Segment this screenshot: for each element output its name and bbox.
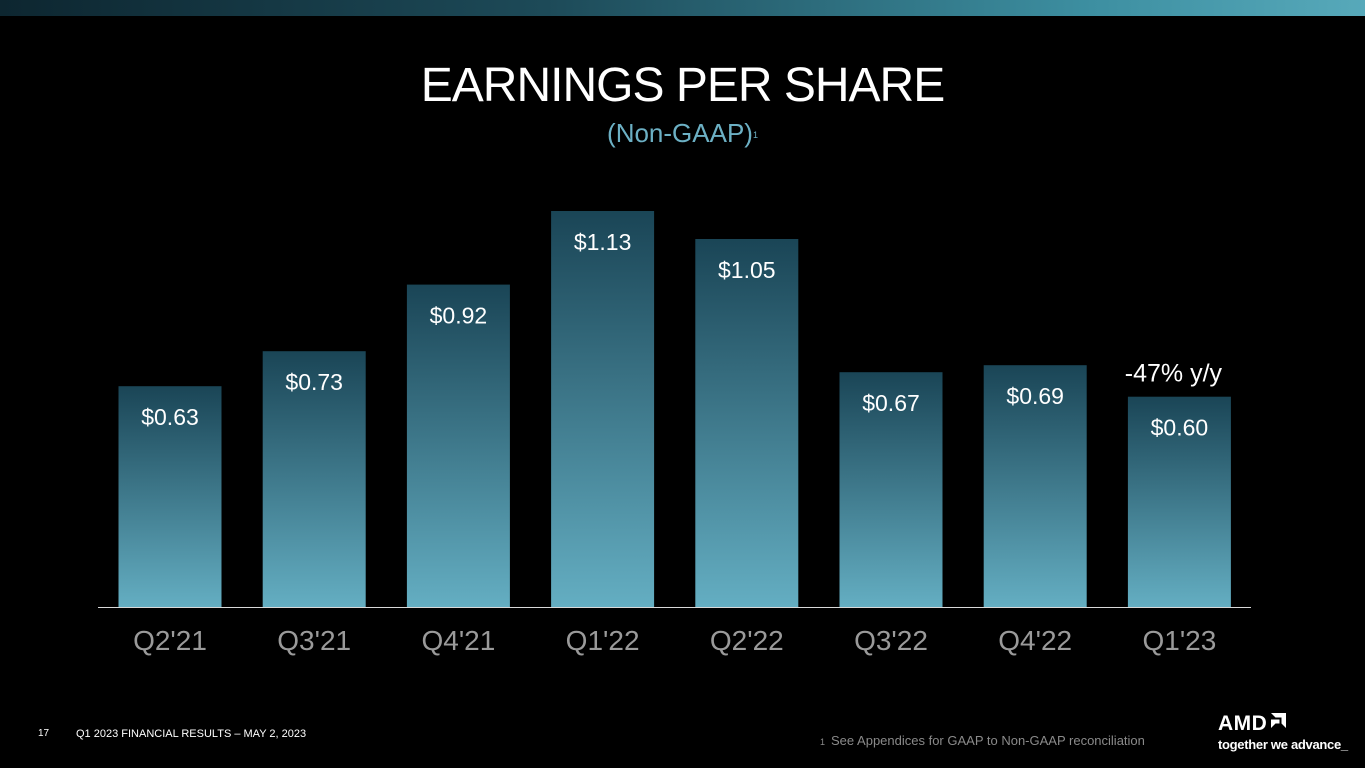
page-subtitle: (Non-GAAP)1: [0, 118, 1365, 148]
value-label-Q1'23: $0.60: [1151, 415, 1209, 441]
amd-logo: AMD together we advance_: [1218, 713, 1353, 753]
x-tick-label-Q3'21: Q3'21: [277, 625, 351, 656]
value-label-Q3'21: $0.73: [285, 369, 343, 395]
tick-labels-layer: Q2'21 Q3'21 Q4'21 Q1'22 Q2'22 Q3'22 Q4'22 Q1'23: [133, 625, 1216, 656]
brand-tagline: together we advance_: [1218, 737, 1348, 752]
logo-wordmark: AMD: [1218, 713, 1353, 735]
bar-Q2'22: [695, 239, 799, 607]
logo-text: AMD: [1218, 712, 1268, 735]
footnote-mark: 1: [820, 737, 826, 747]
bar-Q3'21: [262, 351, 366, 607]
x-tick-label-Q4'21: Q4'21: [421, 625, 495, 656]
x-tick-label-Q3'22: Q3'22: [854, 625, 928, 656]
bar-Q1'23: [1127, 396, 1231, 607]
page-number: 17: [38, 728, 50, 739]
x-tick-label-Q1'22: Q1'22: [566, 625, 640, 656]
value-label-Q4'21: $0.92: [430, 303, 488, 329]
bar-Q4'22: [983, 365, 1087, 607]
page-title: EARNINGS PER SHARE: [420, 59, 945, 112]
value-label-Q3'22: $0.67: [862, 390, 920, 416]
bar-Q3'22: [839, 372, 943, 607]
x-tick-label-Q4'22: Q4'22: [998, 625, 1072, 656]
value-label-Q4'22: $0.69: [1006, 383, 1064, 409]
yoy-annotation: -47% y/y: [1125, 360, 1223, 388]
bar-Q2'21: [118, 386, 222, 607]
bar-Q4'21: [406, 284, 510, 607]
amd-arrow-icon: [1269, 713, 1287, 735]
top-accent-bar: [0, 0, 1365, 16]
footnote: 1 See Appendices for GAAP to Non-GAAP rec…: [820, 733, 1145, 748]
subtitle-footnote-mark: 1: [752, 130, 758, 140]
footnote-text: See Appendices for GAAP to Non-GAAP reco…: [831, 733, 1145, 748]
subtitle-text: (Non-GAAP): [607, 118, 753, 148]
bars-layer: [118, 211, 1231, 607]
value-label-Q2'21: $0.63: [141, 404, 199, 430]
x-tick-label-Q1'23: Q1'23: [1142, 625, 1216, 656]
footer-title: Q1 2023 FINANCIAL RESULTS – MAY 2, 2023: [76, 728, 307, 740]
bar-Q1'22: [551, 211, 655, 607]
value-labels-layer: $0.63 $0.73 $0.92 $1.13 $1.05 $0.67 $0.69 $0.60…: [141, 229, 1222, 441]
value-label-Q1'22: $1.13: [574, 229, 632, 255]
x-tick-label-Q2'21: Q2'21: [133, 625, 207, 656]
x-tick-label-Q2'22: Q2'22: [710, 625, 784, 656]
value-label-Q2'22: $1.05: [718, 257, 776, 283]
